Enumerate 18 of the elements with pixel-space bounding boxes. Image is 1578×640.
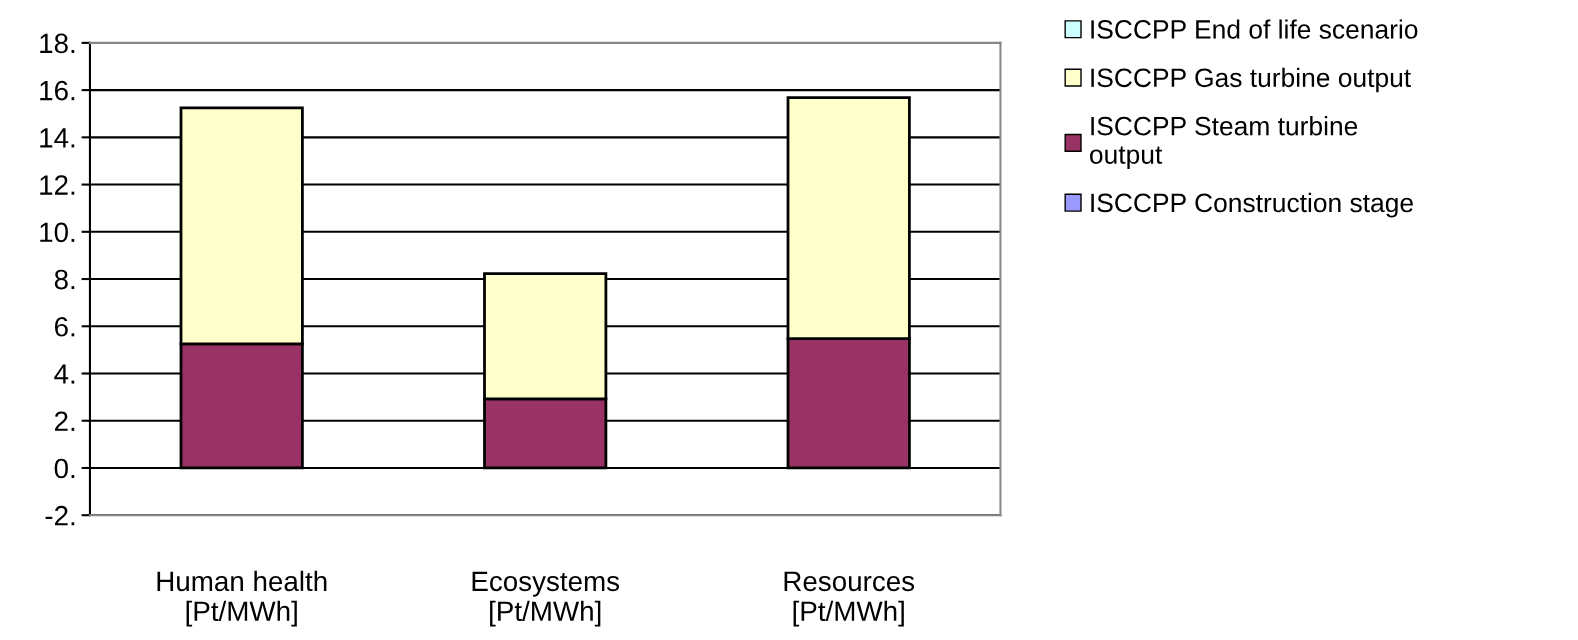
legend-label: ISCCPP End of life scenario <box>1091 19 1418 39</box>
y-tick-label: 6. <box>55 316 75 337</box>
y-tick-label: 8. <box>54 269 75 290</box>
y-tick-label: 18. <box>40 33 75 54</box>
y-tick-label: 16. <box>40 80 75 101</box>
y-tick-label: 14. <box>40 128 75 148</box>
y-tick-label: 10. <box>40 222 75 243</box>
x-tick-label: Ecosystems [Pt/MWh] <box>472 571 620 627</box>
y-tick-label: 4. <box>54 364 75 384</box>
y-tick-label: 12. <box>40 175 75 195</box>
legend-label: ISCCPP Steam turbine output <box>1090 116 1358 170</box>
y-tick-label: 2. <box>54 411 75 431</box>
y-tick-label: 0. <box>54 458 75 479</box>
legend-label: ISCCPP Gas turbine output <box>1091 67 1411 93</box>
legend-label: ISCCPP Construction stage <box>1091 192 1413 218</box>
x-tick-label: Human health [Pt/MWh] <box>157 570 327 627</box>
x-tick-label: Resources [Pt/MWh] <box>784 571 915 627</box>
y-tick-label: -2. <box>45 505 75 526</box>
